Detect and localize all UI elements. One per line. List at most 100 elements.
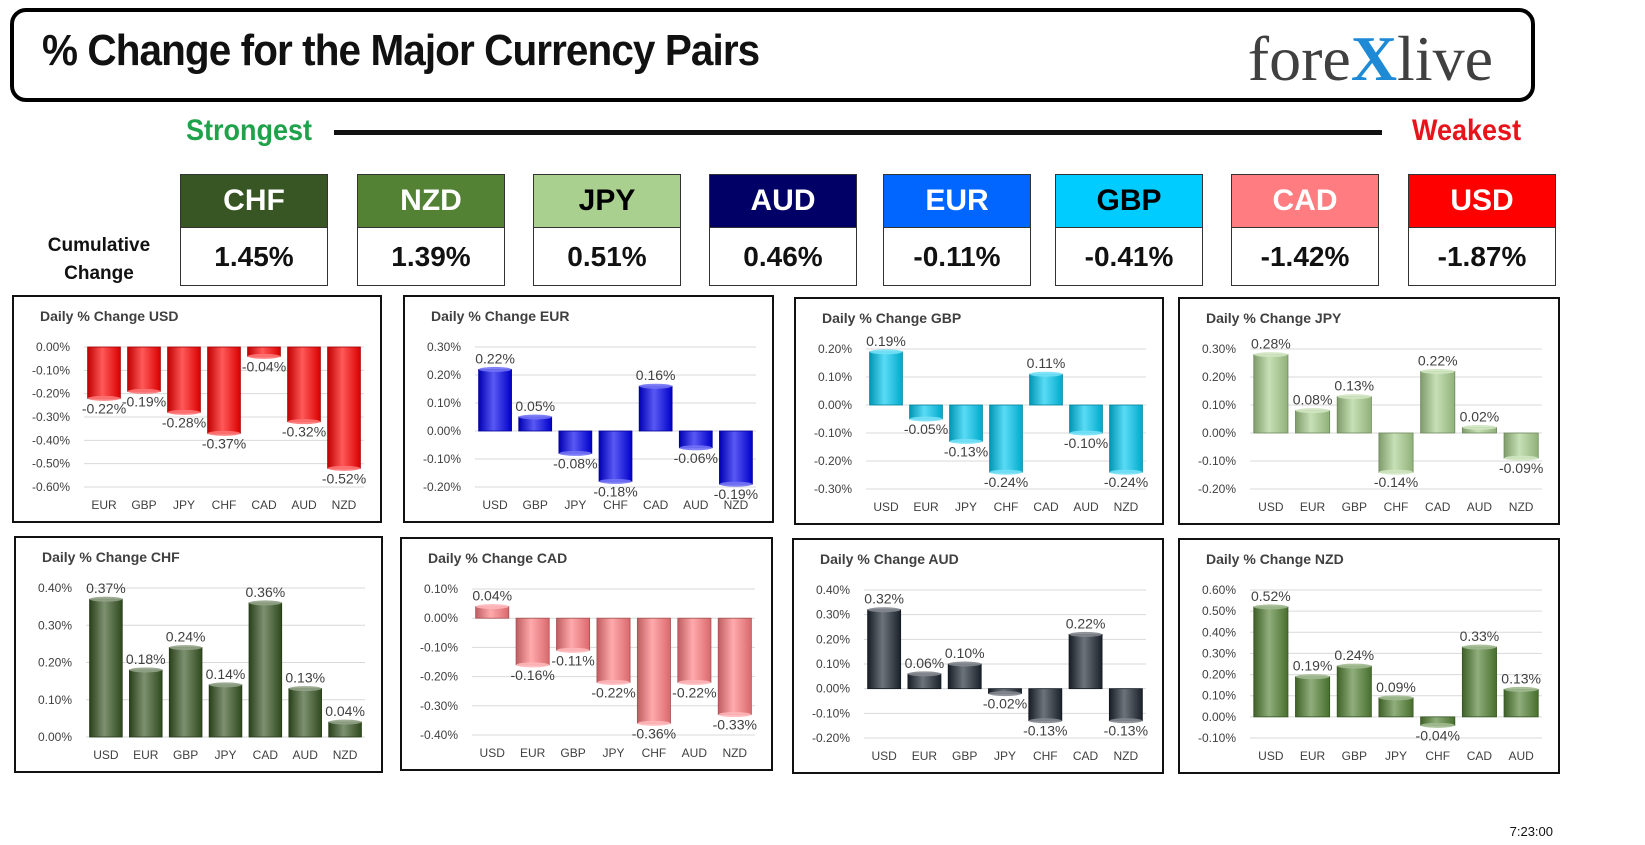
- data-label: -0.37%: [202, 435, 246, 451]
- y-tick-label: 0.10%: [1202, 689, 1236, 703]
- y-tick-label: -0.30%: [420, 699, 458, 713]
- x-tick-label: NZD: [722, 746, 747, 760]
- cumulative-label-line1: Cumulative: [47, 235, 151, 256]
- chart-title: Daily % Change USD: [40, 308, 178, 324]
- bar: [207, 346, 241, 434]
- x-tick-label: USD: [93, 748, 119, 762]
- bar: [719, 430, 753, 485]
- y-tick-label: 0.10%: [818, 370, 852, 384]
- bar-cap: [1109, 469, 1143, 475]
- x-tick-label: CAD: [1425, 500, 1451, 514]
- data-label: 0.19%: [866, 333, 906, 349]
- bar-cap: [209, 682, 242, 688]
- currency-tile-aud: AUD 0.46%: [709, 174, 857, 286]
- y-tick-label: -0.10%: [423, 452, 461, 466]
- strongest-label: Strongest: [186, 114, 313, 147]
- x-tick-label: CHF: [212, 498, 237, 512]
- y-tick-label: 0.20%: [816, 632, 850, 646]
- y-tick-label: 0.00%: [818, 398, 852, 412]
- chart-panel: Daily % Change GBP 0.20% 0.10% 0.00% -0.10% -…: [794, 297, 1164, 525]
- currency-tile-usd: USD -1.87%: [1408, 174, 1556, 286]
- bar: [327, 346, 361, 469]
- bar: [947, 663, 982, 690]
- bar-chart: Daily % Change CAD 0.10% 0.00% -0.10% -0.20%…: [420, 550, 757, 760]
- bar-cap: [288, 686, 322, 692]
- x-tick-label: EUR: [913, 500, 939, 514]
- x-tick-label: AUD: [1467, 500, 1493, 514]
- data-label: 0.14%: [206, 666, 246, 682]
- data-label: 0.04%: [472, 588, 512, 604]
- data-label: 0.11%: [1027, 355, 1066, 371]
- currency-code: CHF: [180, 174, 328, 228]
- bar-cap: [1420, 368, 1455, 374]
- y-tick-label: -0.30%: [814, 482, 852, 496]
- bar-cap: [1462, 644, 1497, 650]
- currency-tile-nzd: NZD 1.39%: [357, 174, 505, 286]
- data-label: 0.33%: [1460, 628, 1500, 644]
- chart-panel: Daily % Change NZD 0.60% 0.50% 0.40% 0.30% 0.…: [1178, 538, 1560, 774]
- y-tick-label: -0.10%: [1198, 731, 1236, 745]
- data-label: 0.32%: [864, 591, 904, 607]
- x-tick-label: USD: [871, 749, 897, 763]
- bar-cap: [596, 679, 631, 685]
- y-tick-label: 0.30%: [427, 340, 461, 354]
- bar-cap: [1028, 718, 1062, 724]
- y-tick-label: 0.00%: [36, 340, 70, 354]
- data-label: 0.36%: [246, 584, 286, 600]
- y-tick-label: 0.00%: [427, 424, 461, 438]
- data-label: 0.22%: [1066, 615, 1106, 631]
- data-label: -0.52%: [322, 470, 366, 486]
- currency-code: GBP: [1055, 174, 1203, 228]
- logo-x: X: [1350, 23, 1398, 94]
- cumulative-value: 1.39%: [357, 228, 505, 286]
- data-label: 0.08%: [1293, 392, 1333, 408]
- x-tick-label: JPY: [214, 748, 236, 762]
- x-tick-label: NZD: [1114, 500, 1139, 514]
- currency-tile-chf: CHF 1.45%: [180, 174, 328, 286]
- bar: [989, 404, 1023, 473]
- bar: [867, 609, 902, 690]
- bar-cap: [949, 438, 983, 444]
- chart-panel: Daily % Change CHF 0.40% 0.30% 0.20% 0.10% 0.…: [14, 536, 383, 773]
- y-tick-label: 0.00%: [424, 611, 458, 625]
- y-tick-label: 0.10%: [424, 582, 458, 596]
- cumulative-label-line2: Change: [64, 263, 134, 284]
- y-tick-label: 0.10%: [427, 396, 461, 410]
- bar-cap: [1029, 371, 1063, 377]
- chart-panel: Daily % Change CAD 0.10% 0.00% -0.10% -0.20%…: [400, 537, 773, 771]
- bar: [556, 617, 591, 651]
- y-tick-label: 0.20%: [818, 342, 852, 356]
- x-tick-label: USD: [873, 500, 899, 514]
- data-label: 0.05%: [515, 398, 555, 414]
- bar-cap: [518, 414, 552, 420]
- x-tick-label: NZD: [1114, 749, 1139, 763]
- x-tick-label: CAD: [643, 498, 669, 512]
- data-label: 0.10%: [945, 645, 985, 661]
- bar-cap: [287, 419, 321, 425]
- bar: [1109, 404, 1143, 473]
- bar-cap: [867, 607, 901, 613]
- cumulative-value: 0.46%: [709, 228, 857, 286]
- bar: [89, 598, 123, 738]
- data-label: 0.09%: [1376, 679, 1416, 695]
- data-label: -0.24%: [984, 474, 1028, 490]
- bar-cap: [1295, 408, 1330, 414]
- x-tick-label: GBP: [131, 498, 156, 512]
- x-tick-label: GBP: [1342, 500, 1367, 514]
- x-tick-label: CHF: [642, 746, 667, 760]
- bar-cap: [1069, 430, 1103, 436]
- data-label: 0.22%: [475, 350, 515, 366]
- currency-tile-gbp: GBP -0.41%: [1055, 174, 1203, 286]
- bar: [168, 647, 203, 738]
- bar-cap: [1253, 604, 1288, 610]
- chart-title: Daily % Change AUD: [820, 551, 959, 567]
- data-label: 0.13%: [1501, 670, 1541, 686]
- bar: [1069, 404, 1103, 434]
- bar-cap: [679, 445, 713, 451]
- y-tick-label: 0.20%: [1202, 370, 1236, 384]
- title-box: % Change for the Major Currency Pairs fo…: [10, 8, 1535, 102]
- bar-cap: [677, 679, 711, 685]
- data-label: -0.22%: [672, 684, 716, 700]
- bar-cap: [639, 383, 673, 389]
- y-tick-label: 0.40%: [38, 581, 72, 595]
